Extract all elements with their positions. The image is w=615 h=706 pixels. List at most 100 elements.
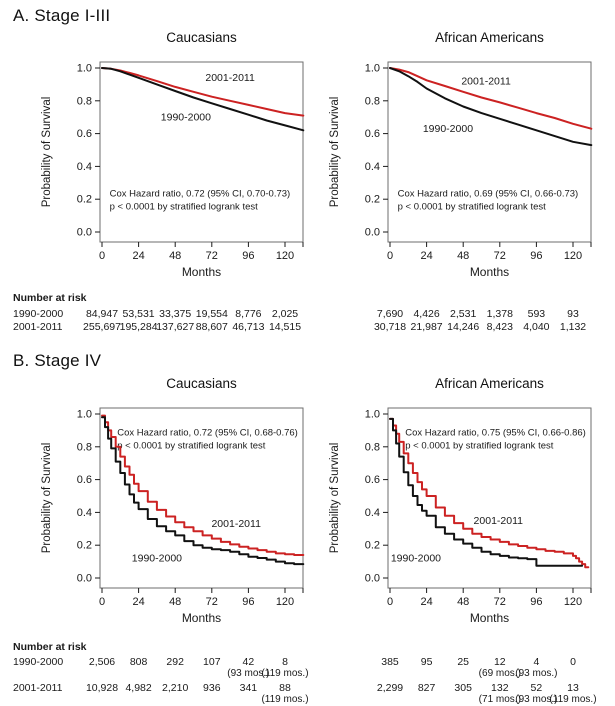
km-curve-1990-2000 — [389, 67, 593, 147]
risk-value: 4,982 — [125, 682, 152, 694]
x-tick-label: 24 — [420, 250, 432, 262]
y-tick-label: 0.2 — [365, 194, 380, 206]
y-tick-label: 0.0 — [365, 227, 380, 239]
risk-table-stage13: Number at risk 1990-2000 84,947 53,531 33,37… — [0, 292, 615, 362]
plot-frame — [387, 61, 592, 243]
km-plot-svg: 0.0 0.2 0.4 0.6 0.8 1.0 0 24 48 72 96 120 Probabilit… — [329, 407, 592, 625]
x-tick-label: 0 — [387, 596, 393, 608]
risk-value: 8 — [282, 656, 288, 668]
y-tick-label: 0.2 — [77, 540, 92, 552]
y-tick-label: 1.0 — [365, 63, 380, 75]
cox-annotation-line-1: Cox Hazard ratio, 0.72 (95% CI, 0.70-0.7… — [110, 189, 291, 200]
km-curve-1990-2000 — [389, 417, 584, 567]
risk-value: 10,928 — [85, 682, 119, 694]
risk-note: (71 mos.) — [478, 694, 521, 705]
x-axis-label: Months — [182, 611, 221, 625]
risk-value: 53,531 — [122, 308, 155, 320]
risk-value: 4 — [533, 656, 540, 668]
risk-value: 385 — [381, 656, 399, 668]
risk-value: 4,040 — [523, 321, 550, 333]
risk-value: 42 — [242, 656, 255, 668]
section-a-header: A. Stage I-III — [13, 6, 111, 25]
risk-value: 2,210 — [162, 682, 189, 694]
x-tick-label: 48 — [169, 596, 181, 608]
x-tick-label: 72 — [494, 250, 506, 262]
y-tick-label: 1.0 — [77, 63, 92, 75]
risk-value: 936 — [203, 682, 221, 694]
risk-value: 1,132 — [559, 321, 587, 333]
risk-value: 7,690 — [376, 308, 404, 320]
curve-label-2001-2011: 2001-2011 — [474, 515, 524, 527]
cox-annotation-line-1: Cox Hazard ratio, 0.72 (95% CI, 0.68-0.7… — [117, 427, 298, 438]
risk-value: 84,947 — [85, 308, 119, 320]
y-tick-label: 0.2 — [365, 540, 380, 552]
risk-row-label-2001-2011: 2001-2011 — [13, 321, 63, 333]
risk-value: 292 — [166, 656, 184, 668]
x-tick-label: 0 — [99, 596, 105, 608]
risk-value: 14,515 — [268, 321, 302, 333]
y-tick-label: 0.6 — [77, 128, 92, 140]
risk-value: 0 — [570, 656, 576, 668]
risk-value: 93 — [567, 308, 579, 320]
y-tick-label: 0.0 — [365, 573, 380, 585]
x-axis-label: Months — [470, 611, 509, 625]
risk-value: 88 — [279, 682, 291, 694]
km-plot-svg: 0.0 0.2 0.4 0.6 0.8 1.0 0 24 48 72 96 120 Probabilit… — [41, 407, 305, 625]
plot-frame — [387, 407, 592, 589]
x-tick-label: 48 — [457, 250, 469, 262]
number-at-risk-label: Number at risk — [13, 292, 87, 304]
curve-label-1990-2000: 1990-2000 — [391, 553, 441, 565]
x-tick-label: 120 — [564, 596, 582, 608]
km-chart-stage13-african-americans: 0.0 0.2 0.4 0.6 0.8 1.0 0 24 48 72 96 120 Probabilit… — [318, 54, 615, 289]
y-tick-label: 0.8 — [365, 441, 380, 453]
y-tick-label: 0.8 — [365, 95, 380, 107]
cox-annotation-line-2: p < 0.0001 by stratified logrank test — [405, 440, 553, 451]
curve-label-2001-2011: 2001-2011 — [461, 75, 511, 87]
x-tick-label: 24 — [420, 596, 432, 608]
risk-value: 107 — [203, 656, 221, 668]
km-curve-2001-2011 — [101, 414, 305, 556]
km-chart-stage4-caucasians: 0.0 0.2 0.4 0.6 0.8 1.0 0 24 48 72 96 120 Probabilit… — [30, 400, 330, 635]
risk-row-label-1990-2000: 1990-2000 — [13, 656, 64, 668]
risk-row-label-1990-2000: 1990-2000 — [13, 308, 64, 320]
risk-value: 95 — [420, 656, 433, 668]
y-tick-label: 0.6 — [365, 474, 380, 486]
x-tick-label: 24 — [132, 596, 144, 608]
chart-title: African Americans — [435, 376, 544, 391]
risk-value: 25 — [457, 656, 470, 668]
x-tick-label: 0 — [99, 250, 105, 262]
x-tick-label: 96 — [530, 596, 542, 608]
x-tick-label: 48 — [457, 596, 469, 608]
km-chart-stage4-african-americans: 0.0 0.2 0.4 0.6 0.8 1.0 0 24 48 72 96 120 Probabilit… — [318, 400, 615, 635]
cox-annotation-line-2: p < 0.0001 by stratified logrank test — [110, 202, 258, 213]
y-axis-label: Probability of Survival — [329, 443, 341, 554]
curve-label-1990-2000: 1990-2000 — [161, 111, 211, 123]
risk-value: 13 — [567, 682, 579, 694]
y-tick-label: 1.0 — [365, 409, 380, 421]
risk-value: 1,378 — [486, 308, 513, 320]
risk-value: 2,025 — [271, 308, 299, 320]
km-curve-2001-2011 — [389, 67, 593, 130]
x-tick-label: 72 — [206, 250, 218, 262]
x-tick-label: 120 — [276, 596, 294, 608]
risk-value: 8,423 — [486, 321, 513, 333]
risk-note: (119 mos.) — [261, 668, 309, 679]
x-axis-label: Months — [470, 265, 509, 279]
x-tick-label: 72 — [206, 596, 218, 608]
curve-label-2001-2011: 2001-2011 — [205, 72, 255, 84]
y-tick-label: 0.4 — [365, 507, 380, 519]
risk-value: 137,627 — [156, 321, 195, 333]
panel-stage4-african-americans: African Americans 0.0 0.2 0.4 0.6 0.8 1.0 0 24 4… — [318, 376, 615, 638]
curve-label-2001-2011: 2001-2011 — [211, 518, 261, 530]
risk-row-label-2001-2011: 2001-2011 — [13, 682, 63, 694]
y-tick-label: 0.4 — [365, 161, 380, 173]
panel-stage13-caucasians: Caucasians 0.0 0.2 0.4 0.6 0.8 1.0 0 24 48 72 96 12… — [30, 30, 330, 292]
section-b-header: B. Stage IV — [13, 351, 102, 370]
risk-value: 827 — [417, 682, 436, 694]
y-tick-label: 0.8 — [77, 95, 92, 107]
x-tick-label: 0 — [387, 250, 393, 262]
y-tick-label: 0.4 — [77, 161, 92, 173]
risk-value: 14,246 — [447, 321, 480, 333]
km-curve-1990-2000 — [101, 416, 305, 566]
